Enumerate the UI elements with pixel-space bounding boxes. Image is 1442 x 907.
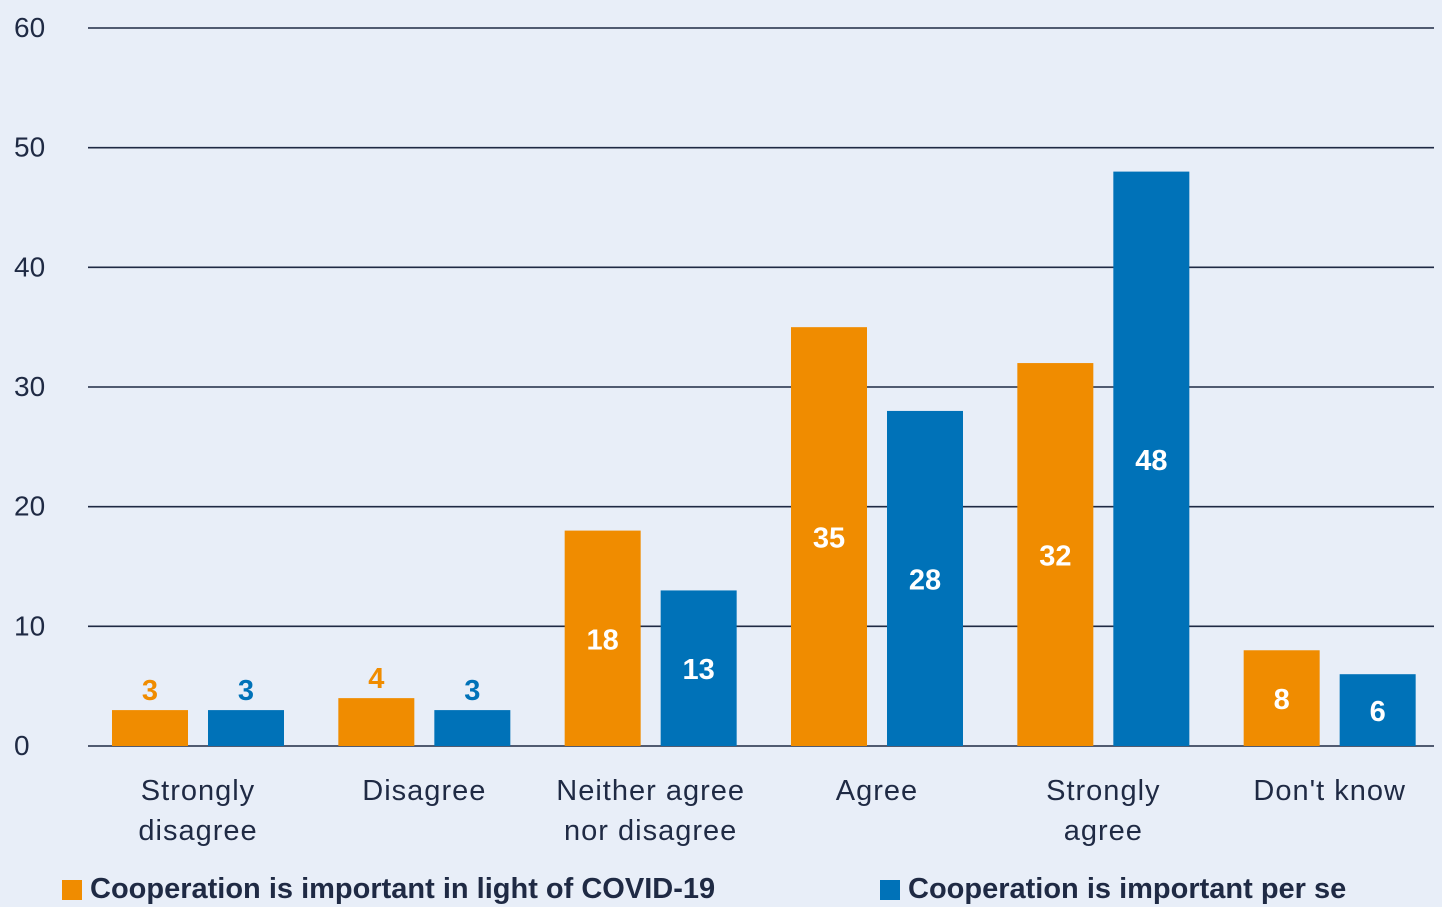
data-label-s1-c5: 6 [1370,696,1386,728]
data-label-s0-c3: 35 [813,523,845,555]
bar-layer [112,171,1416,747]
bar-s0-c5 [1243,650,1320,746]
x-tick-label-line: agree [1064,815,1143,847]
x-tick-label-line: nor disagree [564,815,737,847]
y-tick-label-40: 40 [14,251,45,282]
x-tick-label-line: Strongly [1046,775,1160,807]
bar-s0-c1 [338,698,415,746]
bar-s1-c0 [208,710,284,746]
x-tick-label-1: Disagree [362,775,486,807]
bar-s1-c5 [1339,674,1416,746]
y-tick-label-30: 30 [14,371,45,402]
data-label-s0-c5: 8 [1274,684,1290,716]
x-tick-label-line: Agree [836,775,918,807]
x-tick-label-3: Agree [836,775,918,807]
data-label-s0-c2: 18 [587,624,619,656]
data-label-s1-c0: 3 [238,675,254,707]
bar-s0-c3 [791,327,867,746]
data-label-s1-c2: 13 [683,654,715,686]
x-tick-label-line: Disagree [362,775,486,807]
y-tick-label-20: 20 [14,491,45,522]
legend-label-covid: Cooperation is important in light of COV… [90,873,716,905]
data-label-s1-c1: 3 [464,675,480,707]
y-tick-label-0: 0 [14,730,30,761]
bar-s0-c4 [1017,363,1094,746]
y-tick-label-10: 10 [14,610,45,641]
label-layer: 0 10 20 30 40 50 60 3 3 Strongly disagree 4 3 Disagre… [14,12,1406,847]
legend-swatch-covid [62,879,82,900]
x-tick-label-5: Don't know [1253,775,1406,807]
bar-s1-c3 [887,410,963,746]
y-tick-label-50: 50 [14,132,45,163]
x-tick-label-line: Don't know [1253,775,1406,807]
x-tick-label-4: Strongly agree [1046,775,1160,847]
legend-label-per-se: Cooperation is important per se [908,873,1347,905]
bar-s1-c2 [660,590,737,746]
data-label-s0-c4: 32 [1039,541,1071,573]
grid-layer [88,27,1434,747]
legend-item-per-se: Cooperation is important per se [880,872,1346,907]
x-tick-label-0: Strongly disagree [138,775,257,847]
data-label-s1-c3: 28 [909,564,941,596]
legend-item-covid: Cooperation is important in light of COV… [62,872,715,907]
x-tick-label-2: Neither agree nor disagree [556,775,745,847]
bar-s1-c4 [1113,171,1190,747]
x-tick-label-line: Neither agree [556,775,745,807]
bar-s0-c0 [112,710,188,746]
y-tick-label-60: 60 [14,12,45,43]
x-tick-label-line: Strongly [141,775,255,807]
bar-s0-c2 [564,530,641,746]
data-label-s1-c4: 48 [1135,445,1167,477]
bar-s1-c1 [434,710,511,746]
x-tick-label-line: disagree [138,815,257,847]
data-label-s0-c0: 3 [142,675,158,707]
legend-swatch-per-se [880,879,900,900]
data-label-s0-c1: 4 [368,663,384,695]
